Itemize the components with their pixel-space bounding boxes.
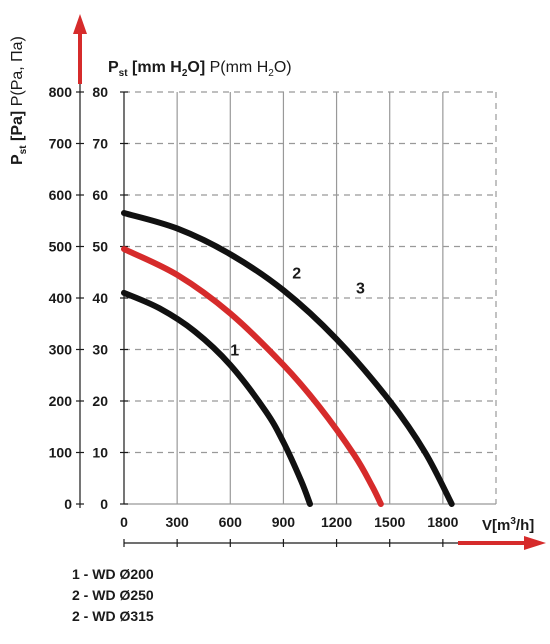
x-tick-label: 0 xyxy=(120,514,128,530)
x-tick-label: 1500 xyxy=(374,514,405,530)
pa-tick-label: 500 xyxy=(49,239,73,255)
mm-tick-label: 50 xyxy=(92,239,108,255)
left-y-axis-title: Pst [Pa] P(Pa, Па) xyxy=(9,36,29,165)
series-1-curve xyxy=(121,289,313,507)
series-group: 1 2 3 xyxy=(121,210,455,507)
mm-tick-label: 10 xyxy=(92,445,108,461)
mm-tick-label: 0 xyxy=(100,496,108,512)
series-2-curve xyxy=(121,246,384,507)
pa-tick-label: 0 xyxy=(64,496,72,512)
pa-tick-label: 300 xyxy=(49,342,73,358)
inner-y-axis-title: Pst [mm H2O] P(mm H2O) xyxy=(108,59,292,79)
x-tick-label: 600 xyxy=(219,514,243,530)
legend: 1 - WD Ø200 2 - WD Ø250 2 - WD Ø315 xyxy=(72,564,154,627)
mm-tick-label: 60 xyxy=(92,187,108,203)
x-tick-label: 900 xyxy=(272,514,296,530)
pa-tick-label: 100 xyxy=(49,445,73,461)
pa-tick-label: 400 xyxy=(49,290,73,306)
pa-tick-label: 700 xyxy=(49,136,73,152)
pa-tick-label: 800 xyxy=(49,84,73,100)
mm-tick-label: 40 xyxy=(92,290,108,306)
x-tick-label: 1200 xyxy=(321,514,352,530)
legend-item-3: 2 - WD Ø315 xyxy=(72,608,154,624)
series-3-label: 3 xyxy=(356,281,365,298)
series-3-curve xyxy=(121,210,455,507)
mm-tick-label: 20 xyxy=(92,393,108,409)
x-axis-title: V[m3/h] xyxy=(482,516,534,534)
series-2-label: 2 xyxy=(292,265,301,282)
pa-tick-label: 600 xyxy=(49,187,73,203)
grid xyxy=(124,91,497,505)
y-arrow-head xyxy=(73,14,87,34)
legend-item-2: 2 - WD Ø250 xyxy=(72,587,154,603)
x-tick-label: 1800 xyxy=(427,514,458,530)
legend-item-1: 1 - WD Ø200 xyxy=(72,566,154,582)
x-arrow-head xyxy=(524,536,546,550)
x-tick-label: 300 xyxy=(165,514,189,530)
mm-tick-label: 70 xyxy=(92,136,108,152)
mm-tick-label: 30 xyxy=(92,342,108,358)
pa-tick-label: 200 xyxy=(49,393,73,409)
mm-tick-label: 80 xyxy=(92,84,108,100)
series-1-label: 1 xyxy=(230,343,239,360)
axes xyxy=(73,14,546,550)
